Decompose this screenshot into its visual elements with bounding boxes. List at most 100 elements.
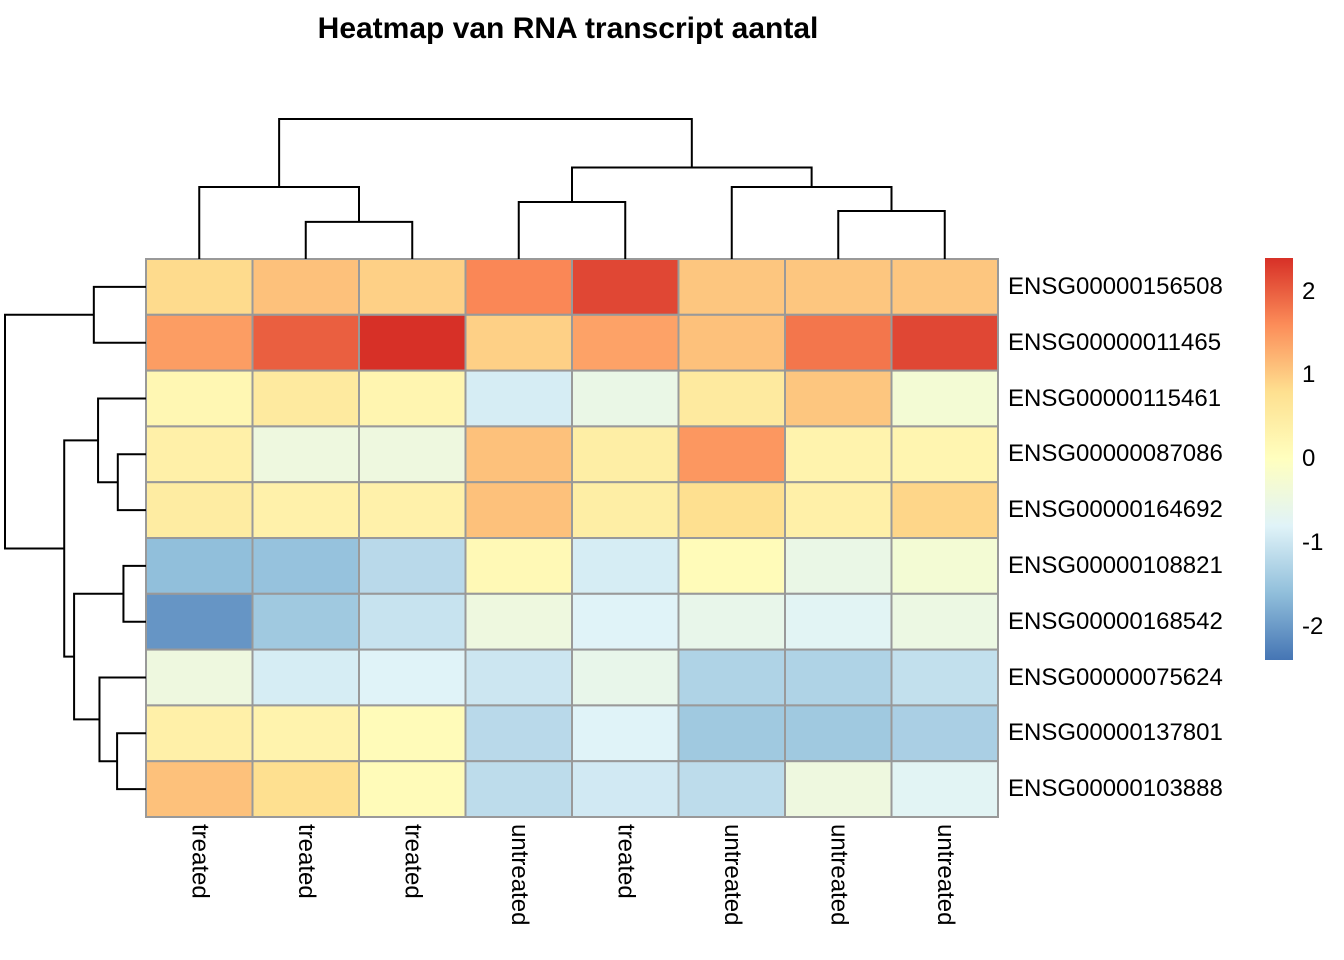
heatmap-cell <box>677 704 786 763</box>
heatmap-cell <box>677 592 786 651</box>
heatmap-cell <box>784 258 893 316</box>
row-label-gene: ENSG00000108821 <box>1008 551 1223 579</box>
heatmap-cell <box>251 313 360 372</box>
heatmap-cell <box>464 592 573 651</box>
heatmap-cell <box>464 369 573 428</box>
column-label-sample: treated <box>292 824 320 899</box>
heatmap-cell <box>358 537 467 595</box>
row-dendrogram-branch <box>92 285 146 344</box>
heatmap-cell <box>571 258 680 316</box>
row-label-gene: ENSG00000115461 <box>1008 384 1222 412</box>
heatmap-cell <box>571 369 680 428</box>
heatmap-cell <box>358 760 467 819</box>
heatmap-cell <box>677 313 786 372</box>
row-label-gene: ENSG00000103888 <box>1008 775 1223 803</box>
heatmap-cell <box>464 704 573 763</box>
heatmap-cell <box>464 537 573 595</box>
heatmap-cell <box>251 369 360 428</box>
heatmap-cell <box>890 258 999 316</box>
heatmap-cell <box>145 537 254 595</box>
heatmap-cell <box>464 258 573 316</box>
row-label-gene: ENSG00000164692 <box>1008 496 1223 524</box>
heatmap-cell <box>145 313 254 372</box>
heatmap-cell <box>145 258 254 316</box>
heatmap-cell <box>890 425 999 484</box>
heatmap-cell <box>890 760 999 819</box>
heatmap-cell <box>251 592 360 651</box>
heatmap-cell <box>251 537 360 595</box>
legend-tick-label: -2 <box>1302 612 1324 640</box>
row-dendrogram-branch <box>116 453 146 512</box>
heatmap-cell <box>677 648 786 707</box>
heatmap-cell <box>784 313 893 372</box>
heatmap-cell <box>890 537 999 595</box>
heatmap-cell <box>358 425 467 484</box>
heatmap-cell <box>358 704 467 763</box>
heatmap-cell <box>251 258 360 316</box>
heatmap-cell <box>464 760 573 819</box>
column-dendrogram-branch <box>571 166 813 203</box>
heatmap-cell <box>145 481 254 540</box>
legend-tick-label: 2 <box>1302 277 1316 305</box>
heatmap-cell <box>571 425 680 484</box>
heatmap-cell <box>784 704 893 763</box>
heatmap-cell <box>677 258 786 316</box>
heatmap-cell <box>464 648 573 707</box>
heatmap-cell <box>784 648 893 707</box>
heatmap-cell <box>145 760 254 819</box>
column-dendrogram-branch <box>730 186 893 259</box>
heatmap-cell <box>358 258 467 316</box>
heatmap-cell <box>251 648 360 707</box>
heatmap-cell <box>571 537 680 595</box>
legend-gradient-bar <box>1265 258 1293 660</box>
heatmap-cell <box>251 760 360 819</box>
row-dendrogram-branch <box>98 676 146 763</box>
row-label-gene: ENSG00000156508 <box>1008 272 1223 300</box>
column-label-sample: treated <box>612 824 640 899</box>
heatmap-cell <box>784 425 893 484</box>
heatmap-cell <box>784 760 893 819</box>
heatmap-cell <box>464 313 573 372</box>
heatmap-cell <box>677 760 786 819</box>
column-label-sample: untreated <box>505 824 533 926</box>
heatmap-cell <box>145 425 254 484</box>
heatmap-cell <box>145 648 254 707</box>
row-dendrogram-branch <box>116 732 146 791</box>
heatmap-cell <box>677 425 786 484</box>
heatmap-cell <box>145 704 254 763</box>
row-dendrogram-branch <box>4 313 94 550</box>
column-dendrogram-branch <box>304 220 414 259</box>
column-dendrogram-branch <box>278 118 693 188</box>
column-label-sample: treated <box>399 824 427 899</box>
row-label-gene: ENSG00000137801 <box>1008 719 1223 747</box>
heatmap-cell <box>358 369 467 428</box>
heatmap-cell <box>358 313 467 372</box>
heatmap-cell <box>784 369 893 428</box>
row-dendrogram-branch <box>97 397 146 484</box>
heatmap-cell <box>358 481 467 540</box>
heatmap-cell <box>784 592 893 651</box>
heatmap-cell <box>890 648 999 707</box>
heatmap-cell <box>890 481 999 540</box>
row-label-gene: ENSG00000168542 <box>1008 607 1223 635</box>
heatmap-cell <box>145 592 254 651</box>
heatmap-cell <box>890 313 999 372</box>
column-label-sample: untreated <box>825 824 853 926</box>
heatmap-cell <box>890 592 999 651</box>
heatmap-cell <box>571 481 680 540</box>
heatmap-cell <box>784 481 893 540</box>
heatmap-cell <box>464 425 573 484</box>
legend-tick-label: 0 <box>1302 445 1316 472</box>
heatmap-cell <box>890 704 999 763</box>
column-dendrogram-branch <box>517 201 627 259</box>
heatmap-cell <box>251 704 360 763</box>
heatmap-cell <box>145 369 254 428</box>
heatmap-cell <box>251 425 360 484</box>
heatmap-cell <box>571 592 680 651</box>
heatmap-cell <box>251 481 360 540</box>
column-label-sample: treated <box>186 824 214 899</box>
row-label-gene: ENSG00000087086 <box>1008 440 1223 468</box>
column-dendrogram-branch <box>837 209 946 259</box>
heatmap-cell <box>677 369 786 428</box>
